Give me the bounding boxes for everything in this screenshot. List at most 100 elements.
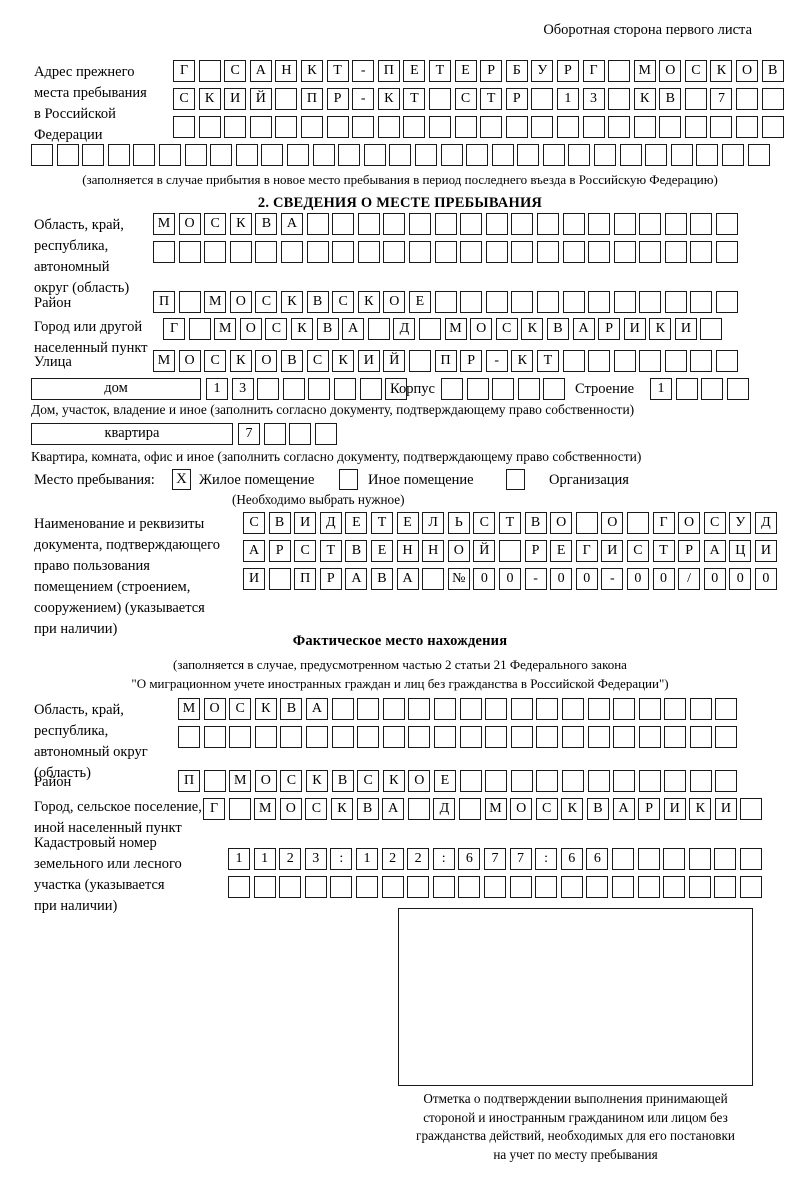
doc-r3-cell-13[interactable]: 0 bbox=[550, 568, 573, 590]
region-r2-cell-6[interactable] bbox=[280, 241, 303, 263]
prev-address-r4-cell-8[interactable] bbox=[210, 144, 233, 166]
prev-address-r4-cell-24[interactable] bbox=[619, 144, 642, 166]
doc-r2-cell-11[interactable] bbox=[498, 540, 521, 562]
al-region-r2-cell-4[interactable] bbox=[254, 726, 277, 748]
doc-r1-cell-14[interactable] bbox=[575, 512, 598, 534]
doc-r3-cell-11[interactable]: 0 bbox=[498, 568, 521, 590]
al-city-cell-10[interactable]: Д bbox=[433, 798, 456, 820]
region-r1-cell-16[interactable] bbox=[536, 213, 559, 235]
korpus-cell-3[interactable] bbox=[492, 378, 515, 400]
prev-address-r4-cell-28[interactable] bbox=[722, 144, 745, 166]
al-region-r1-cell-15[interactable] bbox=[536, 698, 559, 720]
prev-address-r3-cell-8[interactable] bbox=[352, 116, 375, 138]
checkbox-zhiloe[interactable]: X bbox=[172, 469, 191, 490]
prev-address-r2-cell-18[interactable] bbox=[608, 88, 631, 110]
city-cell-15[interactable]: К bbox=[521, 318, 544, 340]
prev-address-r3-cell-11[interactable] bbox=[428, 116, 451, 138]
cadastral-r1-cell-4[interactable]: 3 bbox=[304, 848, 327, 870]
al-district-cell-18[interactable] bbox=[613, 770, 636, 792]
prev-address-r1-cell-17[interactable]: Г bbox=[582, 60, 605, 82]
prev-address-r3-cell-10[interactable] bbox=[403, 116, 426, 138]
region-r2-cell-16[interactable] bbox=[536, 241, 559, 263]
prev-address-r2-cell-8[interactable]: - bbox=[352, 88, 375, 110]
street-cell-18[interactable] bbox=[588, 350, 611, 372]
al-district-cell-16[interactable] bbox=[561, 770, 584, 792]
street-cell-16[interactable]: Т bbox=[536, 350, 559, 372]
prev-address-r2-cell-11[interactable] bbox=[428, 88, 451, 110]
cadastral-r1-cell-10[interactable]: 6 bbox=[458, 848, 481, 870]
al-district-cell-7[interactable]: В bbox=[331, 770, 354, 792]
korpus-cell-4[interactable] bbox=[517, 378, 540, 400]
flat-cell-2[interactable] bbox=[263, 423, 286, 445]
region-r1-cell-21[interactable] bbox=[664, 213, 687, 235]
region-r1-cell-10[interactable] bbox=[383, 213, 406, 235]
prev-address-r4-cell-9[interactable] bbox=[235, 144, 258, 166]
al-region-r2-cell-1[interactable] bbox=[178, 726, 200, 748]
region-r2-cell-15[interactable] bbox=[511, 241, 534, 263]
house-cell-5[interactable] bbox=[308, 378, 331, 400]
al-region-r2-cell-10[interactable] bbox=[408, 726, 431, 748]
city-cell-10[interactable]: Д bbox=[393, 318, 416, 340]
street-cell-21[interactable] bbox=[664, 350, 687, 372]
doc-r3-cell-7[interactable]: А bbox=[396, 568, 419, 590]
region-r2-cell-13[interactable] bbox=[460, 241, 483, 263]
prev-address-r2-cell-4[interactable]: Й bbox=[249, 88, 272, 110]
region-r2-cell-2[interactable] bbox=[178, 241, 201, 263]
al-district-cell-9[interactable]: К bbox=[382, 770, 405, 792]
region-r1-cell-13[interactable] bbox=[460, 213, 483, 235]
doc-r2-cell-19[interactable]: А bbox=[703, 540, 726, 562]
region-r1-cell-12[interactable] bbox=[434, 213, 457, 235]
doc-r3-cell-2[interactable] bbox=[268, 568, 291, 590]
doc-r1-cell-15[interactable]: О bbox=[601, 512, 624, 534]
al-city-cell-17[interactable]: А bbox=[612, 798, 635, 820]
prev-address-r1-cell-21[interactable]: С bbox=[684, 60, 707, 82]
cadastral-r1-cell-13[interactable]: : bbox=[535, 848, 558, 870]
doc-r3-cell-9[interactable]: № bbox=[447, 568, 470, 590]
district-cell-12[interactable] bbox=[434, 291, 457, 313]
city-cell-6[interactable]: К bbox=[290, 318, 313, 340]
prev-address-r4-cell-23[interactable] bbox=[594, 144, 617, 166]
district-cell-16[interactable] bbox=[536, 291, 559, 313]
district-cell-23[interactable] bbox=[716, 291, 739, 313]
cadastral-r2-cell-8[interactable] bbox=[407, 876, 430, 898]
al-region-r1-cell-8[interactable] bbox=[357, 698, 380, 720]
al-region-r1-cell-13[interactable] bbox=[485, 698, 508, 720]
doc-r1-cell-1[interactable]: С bbox=[243, 512, 265, 534]
al-region-r1-cell-19[interactable] bbox=[638, 698, 661, 720]
region-r2-cell-12[interactable] bbox=[434, 241, 457, 263]
prev-address-r3-cell-5[interactable] bbox=[275, 116, 298, 138]
al-district-cell-14[interactable] bbox=[510, 770, 533, 792]
doc-r3-cell-17[interactable]: 0 bbox=[652, 568, 675, 590]
prev-address-r2-cell-14[interactable]: Р bbox=[505, 88, 528, 110]
city-cell-20[interactable]: К bbox=[649, 318, 672, 340]
street-cell-11[interactable] bbox=[408, 350, 431, 372]
doc-r2-cell-17[interactable]: Т bbox=[652, 540, 675, 562]
cadastral-r1-cell-21[interactable] bbox=[739, 848, 762, 870]
al-district-cell-8[interactable]: С bbox=[357, 770, 380, 792]
checkbox-inoe[interactable] bbox=[339, 469, 358, 490]
prev-address-r3-cell-2[interactable] bbox=[198, 116, 221, 138]
city-cell-21[interactable]: И bbox=[674, 318, 697, 340]
korpus-cell-2[interactable] bbox=[466, 378, 489, 400]
prev-address-r1-cell-22[interactable]: К bbox=[710, 60, 733, 82]
al-region-r2-cell-8[interactable] bbox=[357, 726, 380, 748]
region-r1-cell-22[interactable] bbox=[690, 213, 713, 235]
cadastral-r1-cell-7[interactable]: 2 bbox=[381, 848, 404, 870]
prev-address-r1-cell-23[interactable]: О bbox=[736, 60, 759, 82]
prev-address-r4-cell-1[interactable] bbox=[31, 144, 53, 166]
cadastral-r1-cell-11[interactable]: 7 bbox=[483, 848, 506, 870]
al-region-r1-cell-21[interactable] bbox=[689, 698, 712, 720]
prev-address-r2-cell-19[interactable]: К bbox=[633, 88, 656, 110]
al-city-cell-4[interactable]: О bbox=[279, 798, 302, 820]
region-r2-cell-20[interactable] bbox=[639, 241, 662, 263]
district-cell-17[interactable] bbox=[562, 291, 585, 313]
checkbox-organizaciya[interactable] bbox=[506, 469, 525, 490]
al-city-cell-15[interactable]: К bbox=[561, 798, 584, 820]
al-district-cell-19[interactable] bbox=[638, 770, 661, 792]
prev-address-r3-cell-23[interactable] bbox=[736, 116, 759, 138]
prev-address-r3-cell-18[interactable] bbox=[608, 116, 631, 138]
district-cell-4[interactable]: О bbox=[229, 291, 252, 313]
